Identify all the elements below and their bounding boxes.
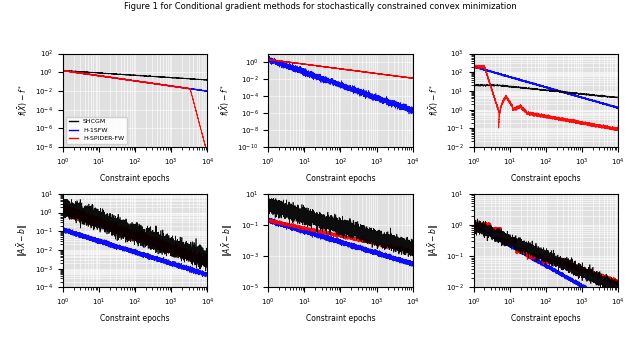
Y-axis label: $f(\bar{X}) - f^*$: $f(\bar{X}) - f^*$: [427, 84, 440, 116]
Y-axis label: $f(\bar{X}) - f^*$: $f(\bar{X}) - f^*$: [218, 84, 232, 116]
X-axis label: Constraint epochs: Constraint epochs: [306, 314, 375, 323]
Y-axis label: $\|A\bar{X} - b\|$: $\|A\bar{X} - b\|$: [15, 224, 29, 257]
Y-axis label: $\|A\bar{X} - b\|$: $\|A\bar{X} - b\|$: [220, 224, 235, 257]
X-axis label: Constraint epochs: Constraint epochs: [306, 174, 375, 183]
X-axis label: Constraint epochs: Constraint epochs: [100, 174, 170, 183]
Text: Figure 1 for Conditional gradient methods for stochastically constrained convex : Figure 1 for Conditional gradient method…: [124, 2, 516, 11]
Legend: SHCGM, H-1SFW, H-SPIDER-FW: SHCGM, H-1SFW, H-SPIDER-FW: [66, 117, 127, 144]
X-axis label: Constraint epochs: Constraint epochs: [511, 174, 580, 183]
Y-axis label: $f(\bar{X}) - f^*$: $f(\bar{X}) - f^*$: [16, 84, 29, 116]
Y-axis label: $\|A\bar{X} - b\|$: $\|A\bar{X} - b\|$: [426, 224, 440, 257]
X-axis label: Constraint epochs: Constraint epochs: [511, 314, 580, 323]
X-axis label: Constraint epochs: Constraint epochs: [100, 314, 170, 323]
